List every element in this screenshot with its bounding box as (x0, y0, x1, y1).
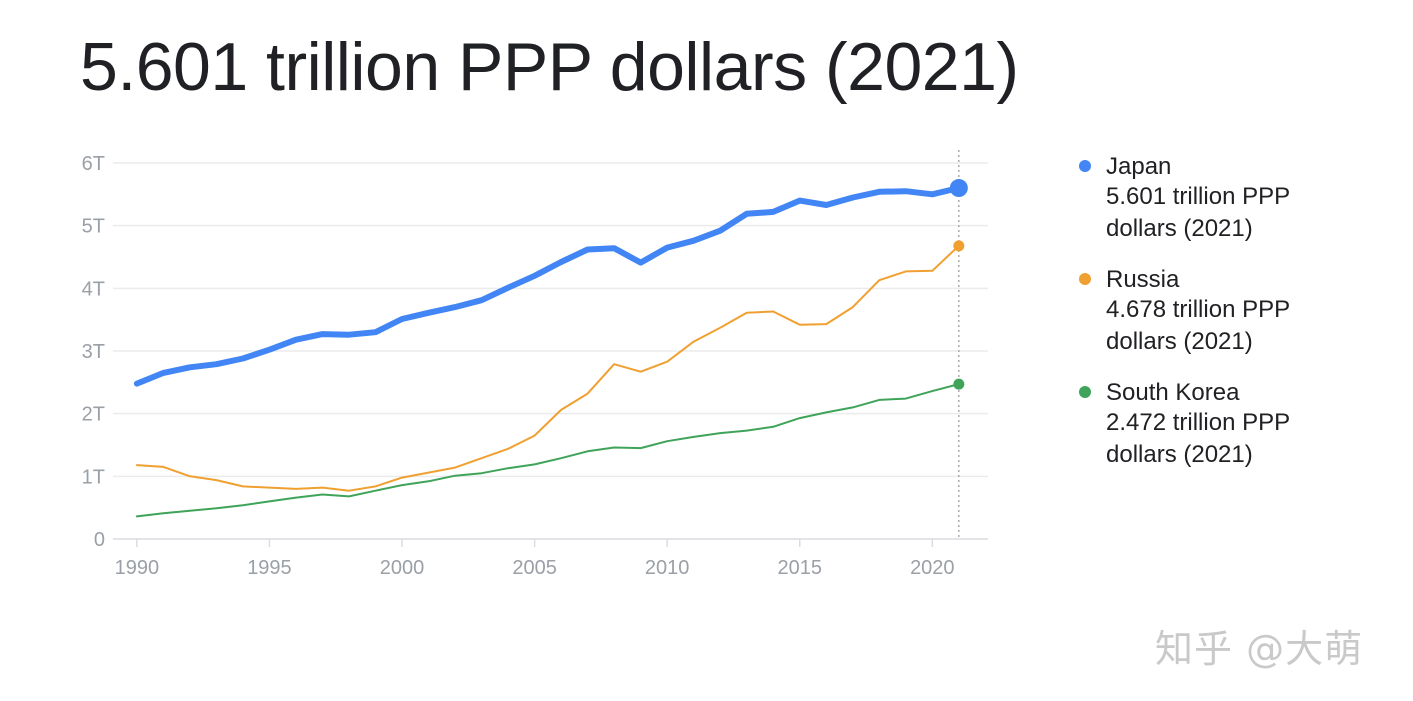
legend-dot-south-korea (1079, 386, 1091, 398)
series-point-russia[interactable] (953, 240, 965, 252)
y-tick-label: 5T (82, 216, 105, 238)
legend-item-russia[interactable]: Russia 4.678 trillion PPP dollars (2021) (1078, 265, 1378, 358)
y-tick-label: 2T (82, 404, 105, 426)
x-axis: 1990 1995 2000 2005 2010 2015 2020 (115, 539, 955, 579)
legend-series-value: 4.678 trillion PPP dollars (2021) (1106, 296, 1290, 355)
x-tick-label: 1990 (115, 557, 160, 579)
legend-item-south-korea[interactable]: South Korea 2.472 trillion PPP dollars (… (1078, 378, 1378, 471)
x-tick-label: 2000 (380, 557, 425, 579)
y-tick-label: 6T (82, 153, 105, 175)
y-tick-label: 0 (94, 529, 105, 551)
gridlines (113, 162, 988, 540)
legend-series-name: Japan (1106, 153, 1172, 180)
chart-title: 5.601 trillion PPP dollars (2021) (80, 29, 1019, 105)
legend-series-name: South Korea (1106, 379, 1240, 406)
x-tick-label: 2010 (645, 557, 690, 579)
watermark: 知乎 @大萌 (1155, 627, 1364, 671)
series-lines (133, 185, 962, 518)
series-point-south-korea[interactable] (953, 378, 965, 390)
legend-dot-russia (1079, 273, 1091, 285)
x-tick-label: 2020 (910, 557, 955, 579)
x-tick-label: 1995 (247, 557, 292, 579)
x-tick-label: 2005 (512, 557, 557, 579)
series-point-japan[interactable] (949, 179, 968, 198)
y-tick-label: 4T (82, 278, 105, 300)
series-line-russia[interactable] (135, 244, 960, 492)
legend: Japan 5.601 trillion PPP dollars (2021) … (1078, 152, 1378, 491)
legend-series-name: Russia (1106, 266, 1180, 293)
y-tick-label: 1T (82, 466, 105, 488)
series-line-south-korea[interactable] (135, 383, 960, 518)
x-tick-label: 2015 (777, 557, 822, 579)
series-endpoints (949, 179, 968, 390)
legend-series-value: 5.601 trillion PPP dollars (2021) (1106, 183, 1290, 242)
legend-item-japan[interactable]: Japan 5.601 trillion PPP dollars (2021) (1078, 152, 1378, 245)
series-line-japan[interactable] (133, 185, 962, 387)
legend-dot-japan (1079, 160, 1091, 172)
legend-series-value: 2.472 trillion PPP dollars (2021) (1106, 409, 1290, 468)
y-tick-label: 3T (82, 341, 105, 363)
y-axis: 0 1T 2T 3T 4T 5T 6T (82, 153, 105, 551)
